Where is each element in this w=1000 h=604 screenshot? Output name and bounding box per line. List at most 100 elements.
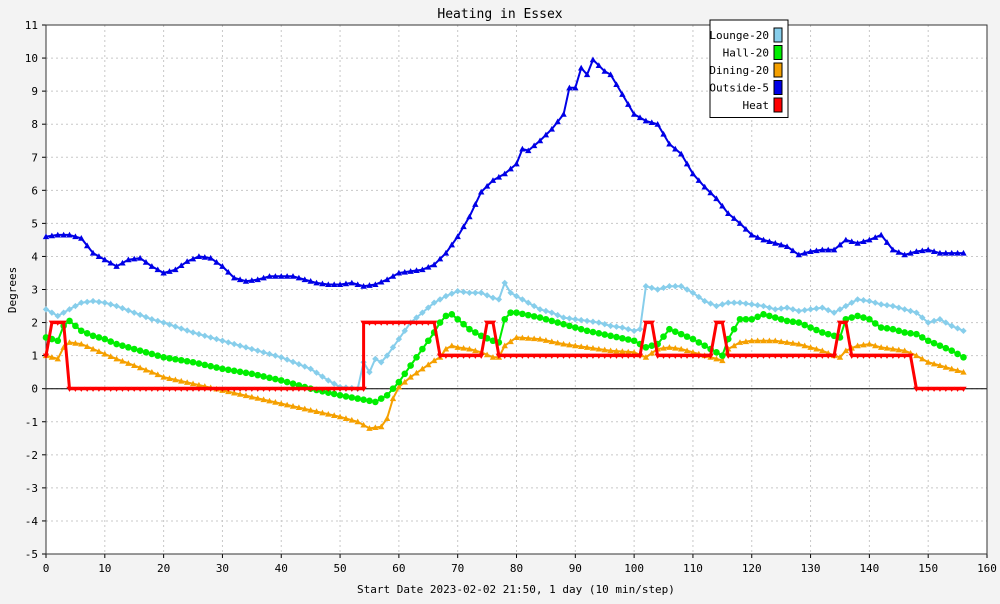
data-point xyxy=(313,279,320,286)
data-point xyxy=(225,268,232,275)
data-point xyxy=(772,353,779,359)
data-point xyxy=(230,367,238,375)
data-point xyxy=(472,289,479,297)
data-point xyxy=(919,355,926,362)
data-point xyxy=(895,249,902,255)
data-point xyxy=(807,324,814,331)
series-outside-5 xyxy=(42,56,967,289)
data-point xyxy=(730,299,738,306)
data-point xyxy=(560,353,567,359)
legend-label: Heat xyxy=(743,99,770,112)
data-point xyxy=(78,299,85,306)
data-point xyxy=(725,299,732,306)
data-point xyxy=(66,231,73,238)
data-point xyxy=(136,311,144,319)
data-point xyxy=(636,114,644,121)
data-point xyxy=(766,304,773,311)
x-tick-label: 140 xyxy=(859,562,879,575)
data-point xyxy=(683,286,691,293)
data-point xyxy=(660,284,667,292)
data-point xyxy=(936,342,944,350)
data-point xyxy=(648,349,655,356)
data-point xyxy=(654,286,661,293)
data-point xyxy=(354,281,361,288)
data-point xyxy=(901,251,908,258)
data-point xyxy=(460,320,467,328)
data-point xyxy=(907,330,914,337)
x-tick-label: 0 xyxy=(43,562,50,575)
data-point xyxy=(848,353,855,359)
data-point xyxy=(883,344,891,351)
data-point xyxy=(183,327,191,334)
data-point xyxy=(666,344,673,350)
data-point xyxy=(689,170,697,177)
x-tick-label: 40 xyxy=(275,562,288,575)
data-point xyxy=(695,353,703,359)
y-tick-label: 0 xyxy=(31,383,38,396)
data-point xyxy=(72,386,79,392)
data-point xyxy=(930,360,938,367)
y-tick-label: -2 xyxy=(25,449,38,462)
data-point xyxy=(766,353,773,359)
data-point xyxy=(336,281,344,288)
data-point xyxy=(742,300,750,307)
x-tick-label: 150 xyxy=(918,562,938,575)
data-point xyxy=(378,278,385,285)
data-point xyxy=(83,386,91,392)
data-point xyxy=(136,347,144,354)
data-point xyxy=(442,249,450,256)
data-point xyxy=(907,307,914,315)
data-point xyxy=(877,301,885,308)
data-point xyxy=(842,302,850,310)
data-point xyxy=(501,170,508,177)
data-point xyxy=(507,338,514,345)
data-point xyxy=(713,320,720,326)
data-point xyxy=(795,353,802,359)
data-point xyxy=(60,231,67,238)
data-point xyxy=(636,353,644,359)
data-point xyxy=(525,335,532,341)
data-point xyxy=(383,276,391,283)
data-point xyxy=(930,386,938,392)
data-point xyxy=(266,374,273,382)
data-point xyxy=(577,325,585,333)
data-point xyxy=(454,233,461,240)
data-point xyxy=(425,361,432,368)
data-point xyxy=(936,386,944,392)
data-point xyxy=(260,274,267,281)
data-point xyxy=(589,56,597,63)
x-tick-label: 110 xyxy=(683,562,703,575)
data-point xyxy=(666,140,673,147)
data-point xyxy=(413,320,420,326)
data-point xyxy=(954,386,961,392)
data-point xyxy=(572,342,579,349)
data-point xyxy=(236,368,244,376)
data-point xyxy=(601,346,608,353)
data-point xyxy=(89,386,97,392)
data-point xyxy=(866,353,873,359)
data-point xyxy=(872,299,879,306)
data-point xyxy=(689,353,697,359)
data-point xyxy=(530,335,538,342)
data-point xyxy=(619,353,626,359)
data-point xyxy=(825,246,832,253)
data-point xyxy=(489,294,497,301)
data-point xyxy=(866,297,873,305)
data-point xyxy=(177,356,185,364)
data-point xyxy=(254,395,261,401)
data-point xyxy=(754,302,761,309)
data-point xyxy=(501,342,508,349)
data-point xyxy=(266,397,273,404)
data-point xyxy=(477,332,485,340)
data-point xyxy=(366,320,373,326)
data-point xyxy=(260,396,267,403)
data-point xyxy=(360,421,367,428)
data-point xyxy=(225,386,232,392)
data-point xyxy=(536,137,544,144)
series-layer xyxy=(42,56,967,431)
data-point xyxy=(130,345,138,353)
data-point xyxy=(842,320,850,326)
data-point xyxy=(383,352,391,359)
data-point xyxy=(430,357,438,364)
data-point xyxy=(924,337,932,345)
